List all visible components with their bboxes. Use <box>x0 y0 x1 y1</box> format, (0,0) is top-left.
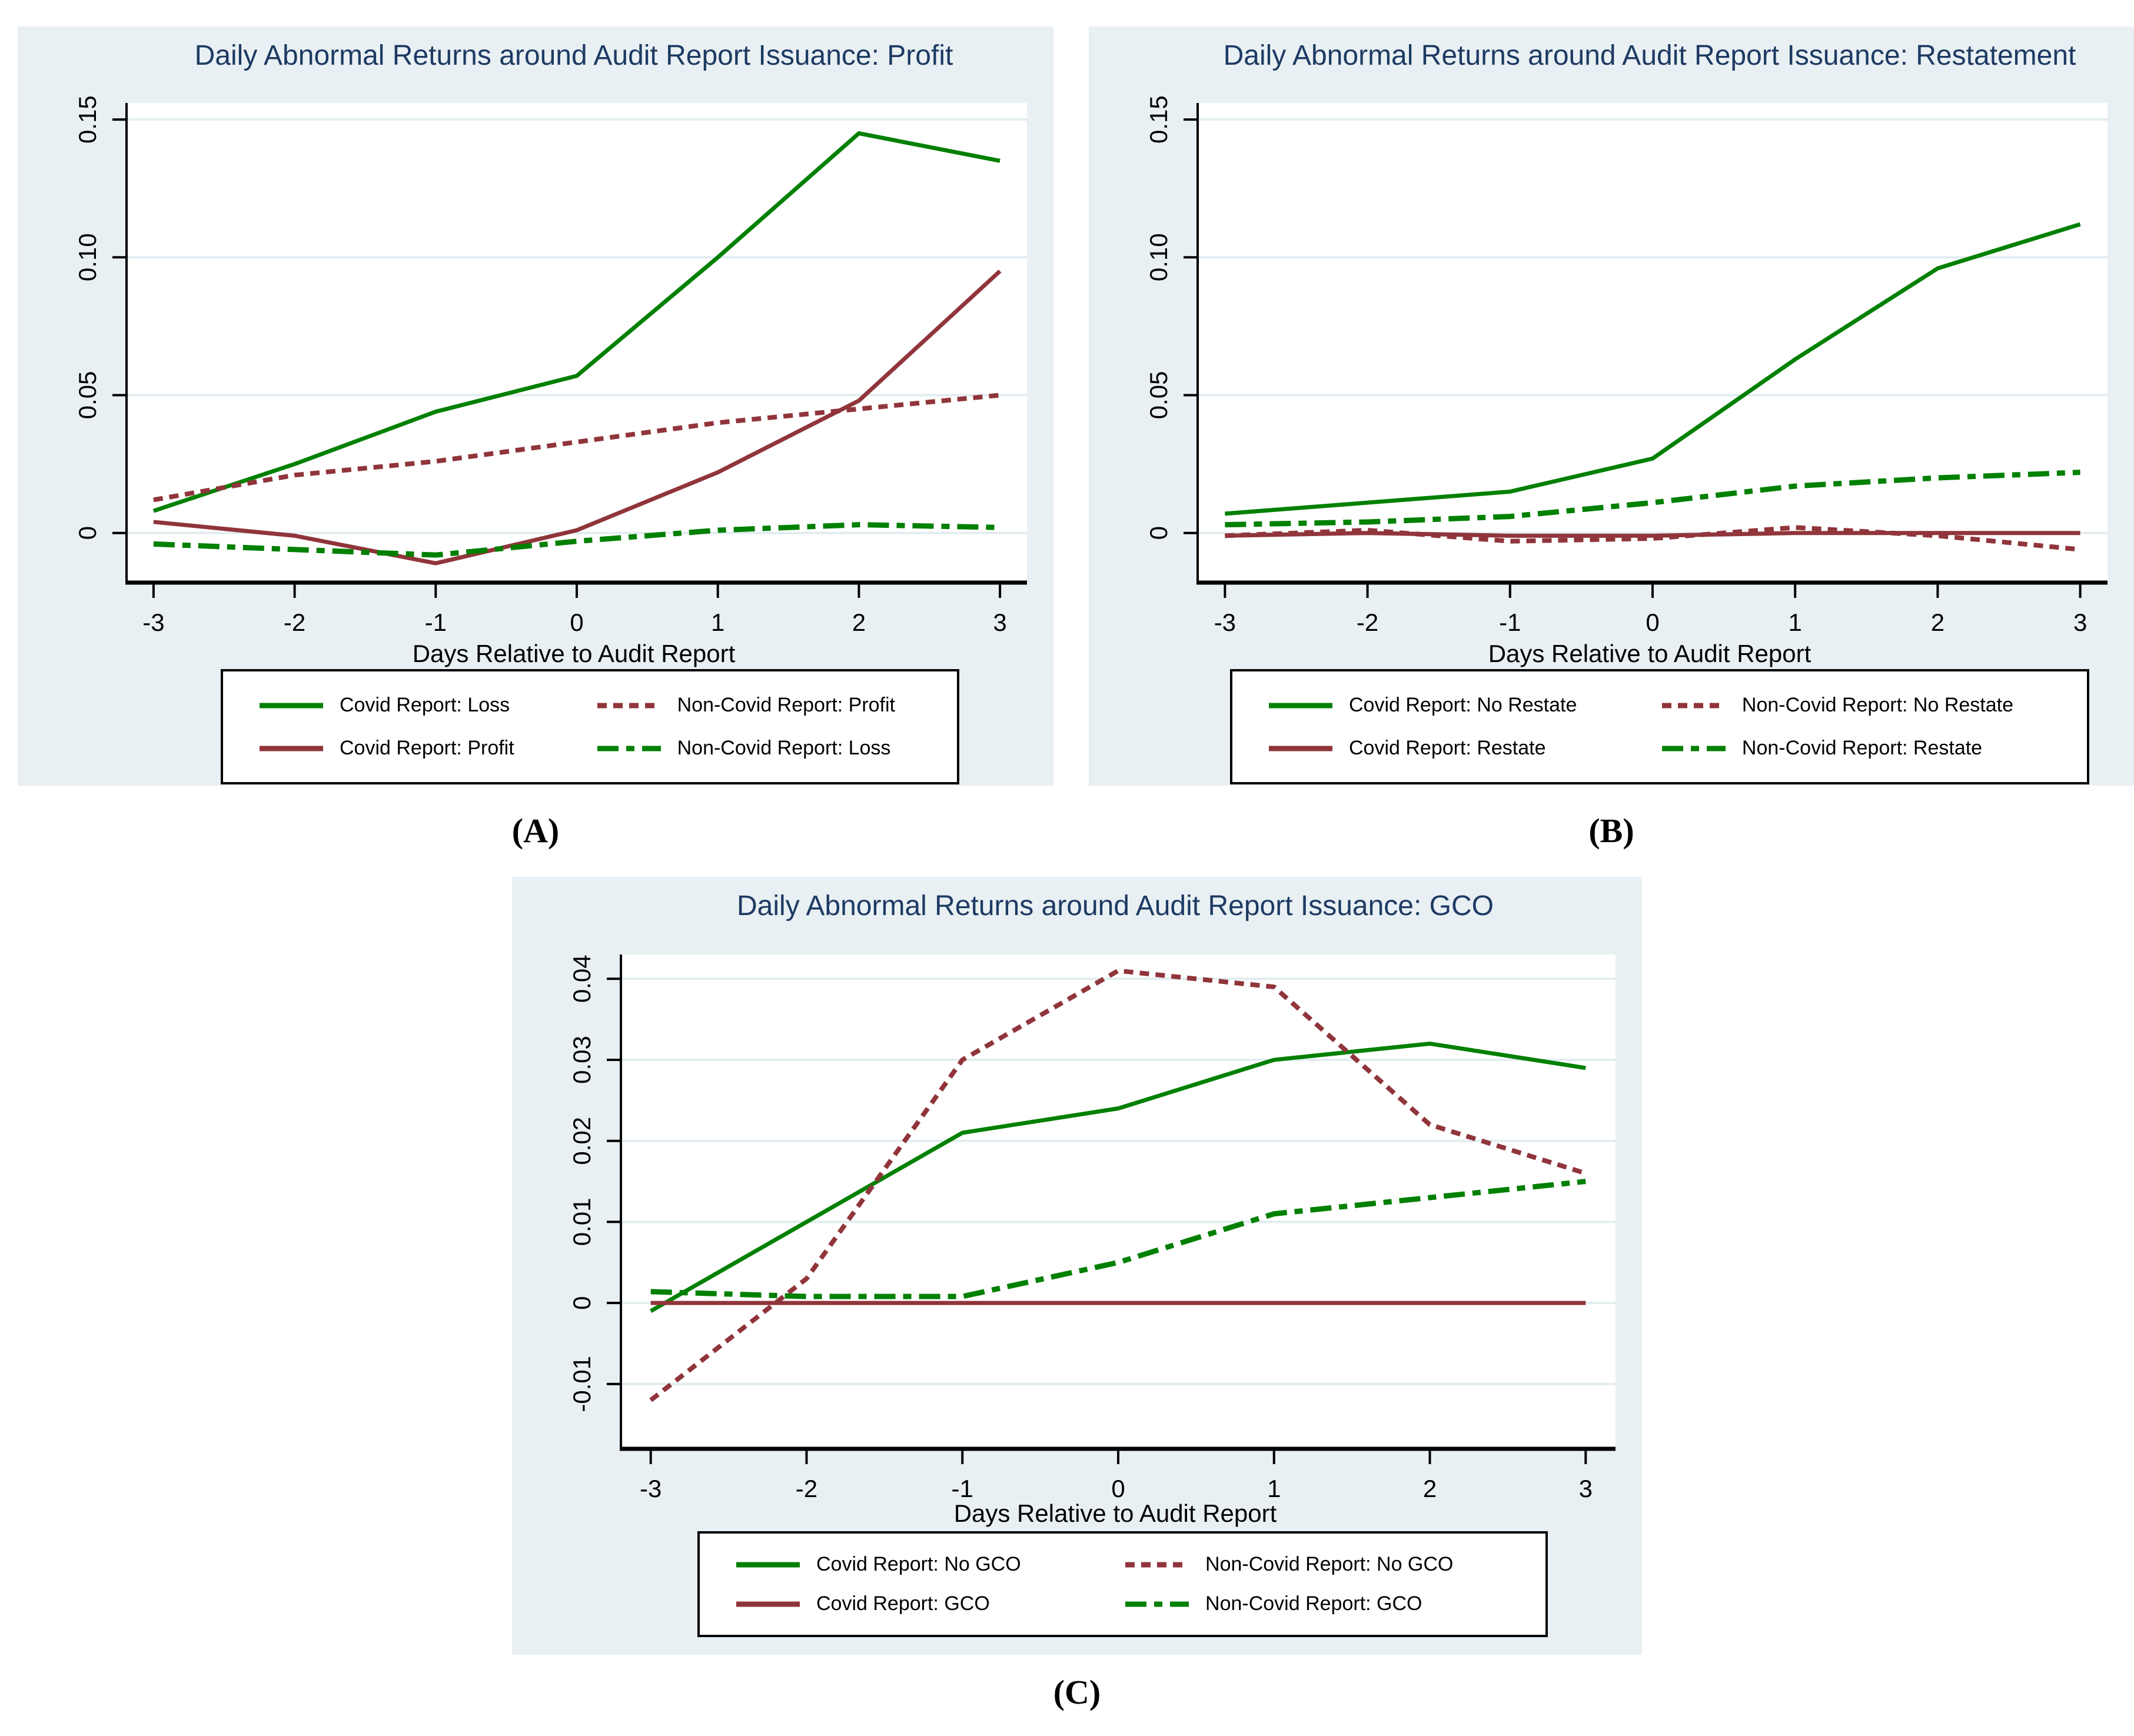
legend-item: Non-Covid Report: Restate <box>1626 737 2087 760</box>
legend-item: Non-Covid Report: GCO <box>1089 1592 1545 1615</box>
legend-gco: Covid Report: No GCO Non-Covid Report: N… <box>697 1531 1548 1637</box>
legend-label: Covid Report: Restate <box>1349 737 1546 759</box>
line-swatch-maroon-solid <box>736 1601 800 1607</box>
svg-text:0.03: 0.03 <box>568 1036 596 1084</box>
x-axis-title-gco: Days Relative to Audit Report <box>953 1499 1277 1527</box>
svg-text:-1: -1 <box>952 1475 973 1502</box>
chart-title-profit: Daily Abnormal Returns around Audit Repo… <box>194 40 953 71</box>
svg-text:0: 0 <box>1145 526 1172 540</box>
legend-row: Covid Report: No GCO Non-Covid Report: N… <box>700 1553 1545 1576</box>
svg-text:2: 2 <box>1931 608 1944 636</box>
line-swatch-green-dashdot <box>597 746 661 751</box>
x-axis-title-profit: Days Relative to Audit Report <box>412 640 736 667</box>
legend-label: Non-Covid Report: Restate <box>1741 737 1983 759</box>
svg-text:0.05: 0.05 <box>1145 371 1172 420</box>
legend-profit: Covid Report: Loss Non-Covid Report: Pro… <box>221 669 959 784</box>
svg-text:0: 0 <box>1646 608 1659 636</box>
legend-label: Covid Report: Profit <box>340 737 514 759</box>
line-swatch-maroon-dashed <box>1661 703 1726 708</box>
legend-item: Non-Covid Report: Profit <box>561 694 957 717</box>
legend-item: Covid Report: Profit <box>223 737 561 760</box>
svg-text:0.10: 0.10 <box>74 233 101 281</box>
legend-label: Non-Covid Report: Profit <box>677 694 895 716</box>
legend-row: Covid Report: No Restate Non-Covid Repor… <box>1232 694 2087 717</box>
legend-item: Non-Covid Report: No GCO <box>1089 1553 1545 1576</box>
profit-chart: 0 0.05 0.10 0.15 -3 -2 -1 0 1 2 3 <box>74 95 1027 636</box>
legend-row: Covid Report: Profit Non-Covid Report: L… <box>223 737 957 760</box>
legend-item: Covid Report: No GCO <box>700 1553 1089 1576</box>
legend-item: Covid Report: GCO <box>700 1592 1089 1615</box>
svg-text:0.15: 0.15 <box>1145 95 1172 144</box>
legend-label: Non-Covid Report: No GCO <box>1205 1553 1454 1575</box>
legend-item: Non-Covid Report: No Restate <box>1626 694 2087 717</box>
line-swatch-maroon-dashed <box>597 703 661 708</box>
legend-label: Covid Report: No Restate <box>1349 694 1577 716</box>
chart-title-gco: Daily Abnormal Returns around Audit Repo… <box>737 890 1494 922</box>
svg-text:0.04: 0.04 <box>568 955 596 1003</box>
panel-restatement: Daily Abnormal Returns around Audit Repo… <box>1089 26 2134 786</box>
line-swatch-maroon-dashed <box>1125 1562 1189 1567</box>
svg-text:0.01: 0.01 <box>568 1198 596 1246</box>
svg-text:-3: -3 <box>1214 608 1236 636</box>
svg-text:-1: -1 <box>1499 608 1521 636</box>
line-swatch-maroon-solid <box>260 746 323 751</box>
legend-restatement: Covid Report: No Restate Non-Covid Repor… <box>1230 669 2089 784</box>
svg-text:-1: -1 <box>425 608 447 636</box>
svg-text:-0.01: -0.01 <box>568 1356 596 1412</box>
svg-text:3: 3 <box>2073 608 2087 636</box>
x-axis-title-restatement: Days Relative to Audit Report <box>1488 640 1811 667</box>
caption-c: (C) <box>1053 1673 1101 1711</box>
svg-text:-2: -2 <box>796 1475 817 1502</box>
svg-text:0.15: 0.15 <box>74 95 101 144</box>
legend-label: Covid Report: No GCO <box>816 1553 1021 1575</box>
caption-b: (B) <box>1588 812 1634 850</box>
gco-chart: -0.01 0 0.01 0.02 0.03 0.04 -3 -2 -1 0 1 2 3 <box>568 955 1616 1502</box>
svg-text:-3: -3 <box>640 1475 662 1502</box>
line-swatch-green-dashdot <box>1125 1601 1189 1607</box>
legend-label: Covid Report: Loss <box>340 694 510 716</box>
svg-text:0.02: 0.02 <box>568 1117 596 1165</box>
legend-label: Non-Covid Report: No Restate <box>1741 694 2013 716</box>
svg-text:-2: -2 <box>1357 608 1378 636</box>
line-swatch-green-solid <box>260 703 323 708</box>
svg-text:0: 0 <box>568 1296 596 1309</box>
line-swatch-green-solid <box>1269 703 1332 708</box>
legend-label: Non-Covid Report: GCO <box>1205 1592 1422 1615</box>
svg-text:-3: -3 <box>142 608 164 636</box>
legend-item: Covid Report: No Restate <box>1232 694 1626 717</box>
legend-item: Covid Report: Loss <box>223 694 561 717</box>
svg-text:1: 1 <box>1789 608 1802 636</box>
svg-text:-2: -2 <box>284 608 305 636</box>
legend-label: Covid Report: GCO <box>816 1592 990 1615</box>
legend-label: Non-Covid Report: Loss <box>677 737 891 759</box>
legend-item: Covid Report: Restate <box>1232 737 1626 760</box>
svg-text:1: 1 <box>711 608 724 636</box>
svg-text:0: 0 <box>74 526 101 540</box>
legend-row: Covid Report: GCO Non-Covid Report: GCO <box>700 1592 1545 1615</box>
svg-text:0.05: 0.05 <box>74 371 101 420</box>
svg-text:3: 3 <box>993 608 1006 636</box>
legend-row: Covid Report: Restate Non-Covid Report: … <box>1232 737 2087 760</box>
panel-gco: Daily Abnormal Returns around Audit Repo… <box>512 877 1642 1655</box>
svg-text:1: 1 <box>1267 1475 1281 1502</box>
chart-title-restatement: Daily Abnormal Returns around Audit Repo… <box>1223 40 2076 71</box>
legend-row: Covid Report: Loss Non-Covid Report: Pro… <box>223 694 957 717</box>
line-swatch-green-solid <box>736 1562 800 1567</box>
svg-text:2: 2 <box>852 608 866 636</box>
svg-text:3: 3 <box>1579 1475 1593 1502</box>
legend-item: Non-Covid Report: Loss <box>561 737 957 760</box>
caption-a: (A) <box>511 812 560 850</box>
svg-text:2: 2 <box>1423 1475 1437 1502</box>
svg-text:0.10: 0.10 <box>1145 233 1172 281</box>
svg-text:0: 0 <box>570 608 583 636</box>
panel-profit: Daily Abnormal Returns around Audit Repo… <box>18 26 1053 786</box>
line-swatch-maroon-solid <box>1269 746 1332 751</box>
restatement-chart: 0 0.05 0.10 0.15 -3 -2 -1 0 1 2 3 <box>1145 95 2108 636</box>
svg-text:0: 0 <box>1111 1475 1125 1502</box>
line-swatch-green-dashdot <box>1661 746 1726 751</box>
